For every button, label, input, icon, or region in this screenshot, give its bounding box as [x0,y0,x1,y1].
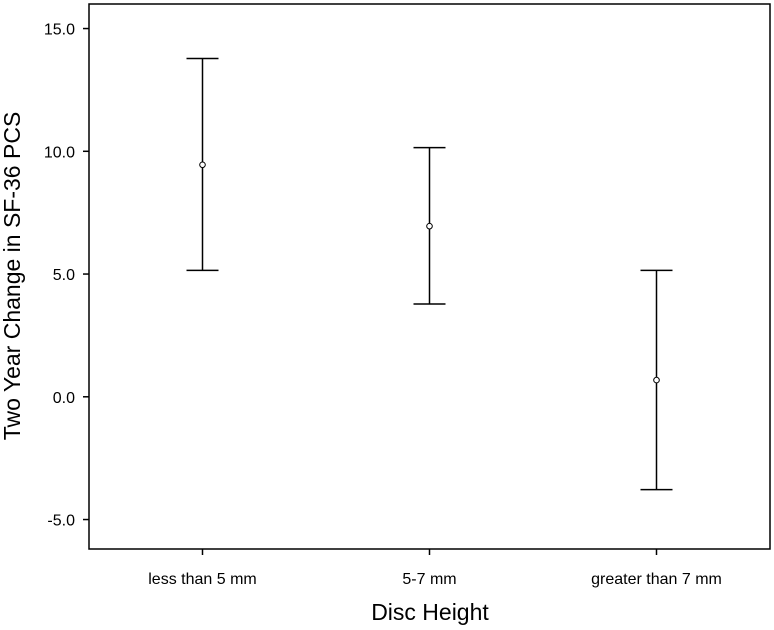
error-bars [186,57,673,491]
y-tick-label: 0.0 [53,390,75,407]
x-tick-label: 5-7 mm [402,571,456,588]
mean-point [426,222,433,230]
x-axis-title: Disc Height [371,599,489,625]
y-tick-label: 10.0 [44,144,75,161]
y-tick-label: -5.0 [47,513,75,530]
y-tick-label: 15.0 [44,22,75,39]
error-bar [640,269,673,491]
x-tick-label: less than 5 mm [148,571,256,588]
y-tick-label: 5.0 [53,267,75,284]
x-axis: less than 5 mm 5-7 mm greater than 7 mm [148,549,722,588]
y-axis: -5.0 0.0 5.0 10.0 15.0 [44,22,89,530]
error-bar [186,57,219,272]
x-tick-label: greater than 7 mm [591,571,722,588]
y-axis-title: Two Year Change in SF-36 PCS [0,112,25,441]
error-bar [413,146,446,305]
mean-point [199,161,206,169]
mean-point [653,376,660,384]
